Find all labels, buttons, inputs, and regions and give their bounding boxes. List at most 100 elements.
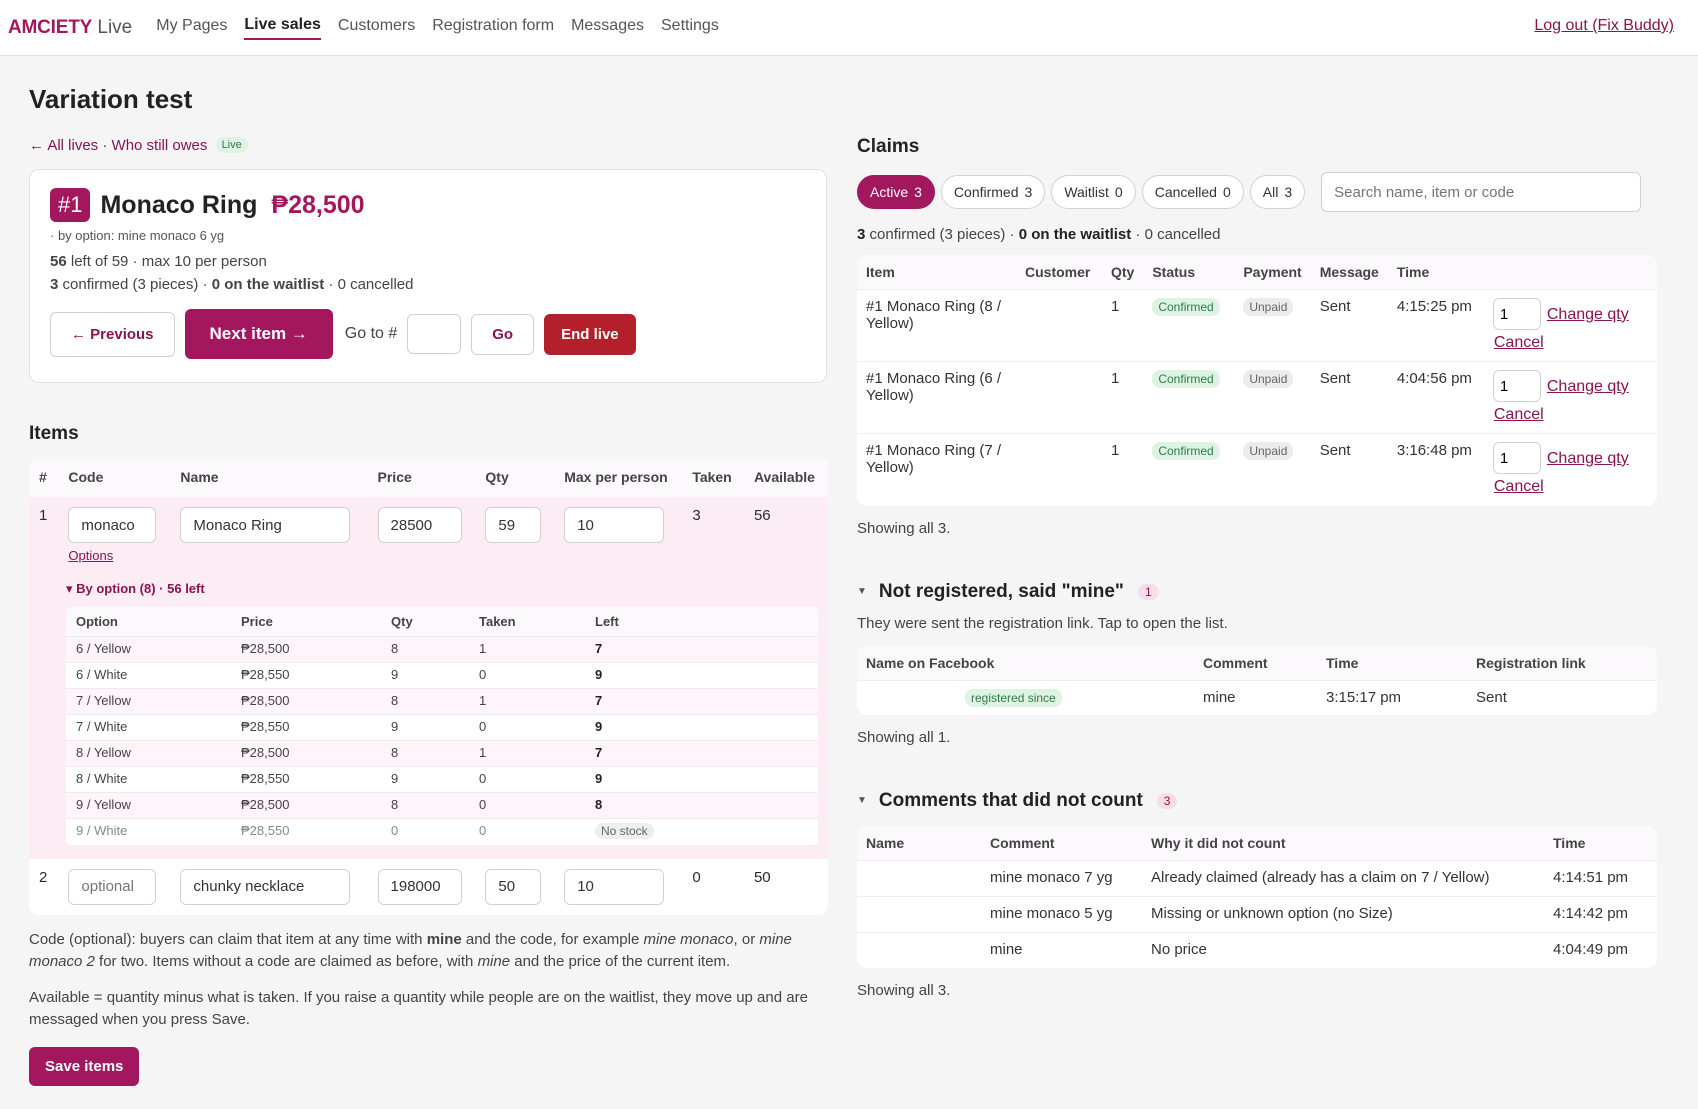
claims-filters: Active 3 Confirmed 3 Waitlist 0 Cancelled 0 … [857,172,1657,212]
claim-qty-input[interactable] [1492,298,1541,330]
by-option-note: · by option: mine monaco 6 yg [50,228,225,243]
filter-waitlist[interactable]: Waitlist 0 [1051,175,1136,209]
filter-active[interactable]: Active 3 [857,175,935,209]
variant-price: ₱28,550 [231,766,381,793]
nav-live-sales[interactable]: Live sales [244,16,321,40]
row-num: 1 [39,507,48,524]
help-text: mine [426,930,462,948]
claim-message: Sent [1310,289,1388,362]
goto-input[interactable] [407,314,462,354]
all-lives-link[interactable]: ← All lives [29,137,99,154]
brand-logo[interactable]: AMCIETY Live [8,17,132,39]
qty-input[interactable] [485,868,542,905]
help-text: Code (optional): buyers can claim that i… [29,930,427,948]
col-price: Price [367,457,476,497]
current-item-price: ₱28,500 [271,190,365,219]
col-qty: Qty [475,457,555,497]
go-button[interactable]: Go [471,313,535,355]
nav-settings[interactable]: Settings [661,16,719,34]
help-text: mine [477,952,511,970]
not-registered-header[interactable]: ▼ Not registered, said "mine" 1 [857,581,1657,603]
not-counted-showing: Showing all 3. [857,982,951,999]
items-heading: Items [29,423,79,444]
cancel-claim-link[interactable]: Cancel [1493,334,1544,351]
help-text: mine monaco [643,930,734,948]
name-input[interactable] [180,868,351,905]
variant-option: 6 / Yellow [66,636,231,663]
claim-qty-input[interactable] [1492,442,1541,474]
variant-left: 7 [585,636,818,663]
table-row: mine monaco 7 yg Already claimed (already… [857,860,1657,897]
claim-item: #1 Monaco Ring (8 / Yellow) [857,289,1016,362]
filter-label: Confirmed [953,184,1019,200]
change-qty-link[interactable]: Change qty [1546,449,1629,467]
logout-link[interactable]: Log out (Fix Buddy) [1534,17,1674,34]
time-cell: 3:15:17 pm [1326,688,1402,706]
nav-registration-form[interactable]: Registration form [432,16,555,34]
summary-waitlist: 0 on the waitlist [1018,226,1132,243]
help-text: for two. Items without a code are claime… [94,952,478,970]
filter-label: Cancelled [1154,184,1217,200]
options-link[interactable]: Options [68,548,114,563]
left-column: Variation test ← All lives · Who still o… [29,56,828,1086]
variant-taken: 1 [469,740,585,767]
cancel-claim-link[interactable]: Cancel [1493,478,1544,495]
not-counted-time: 4:04:49 pm [1553,940,1629,958]
change-qty-link[interactable]: Change qty [1546,305,1629,323]
next-item-button[interactable]: Next item → [184,309,333,359]
variant-qty: 8 [381,792,469,819]
not-counted-comment: mine [990,940,1023,958]
filter-confirmed[interactable]: Confirmed 3 [940,175,1046,209]
who-still-owes-link[interactable]: Who still owes [111,137,208,154]
name-input[interactable] [180,507,351,543]
claim-qty-input[interactable] [1492,370,1541,402]
change-qty-link[interactable]: Change qty [1546,377,1629,395]
variant-taken: 1 [469,688,585,715]
claim-time: 3:16:48 pm [1396,442,1472,459]
col-available: Available [743,457,828,497]
variants-toggle[interactable]: ▾ By option (8) · 56 left [66,581,205,596]
variant-price: ₱28,550 [231,662,381,689]
table-row: mine monaco 5 yg Missing or unknown optio… [857,896,1657,933]
price-input[interactable] [377,507,462,543]
claims-summary-line: 3 confirmed (3 pieces) · 0 on the waitli… [50,276,806,293]
claims-search-input[interactable] [1321,172,1642,212]
filter-cancelled[interactable]: Cancelled 0 [1141,175,1244,209]
nav-customers[interactable]: Customers [337,16,416,34]
claim-payment: Unpaid [1234,434,1310,506]
previous-button[interactable]: ← Previous [50,311,175,357]
variant-taken: 0 [469,714,585,741]
price-input[interactable] [377,868,462,905]
cancel-claim-link[interactable]: Cancel [1493,406,1544,423]
filter-label: All [1262,184,1279,200]
save-items-button[interactable]: Save items [29,1046,140,1086]
stock-line: 56 left of 59 · max 10 per person [50,253,806,270]
claim-customer [1016,361,1102,434]
col-qty: Qty [1102,255,1144,290]
qty-input[interactable] [485,507,542,543]
summary-text: confirmed (3 pieces) · [865,226,1019,243]
max-input[interactable] [564,868,665,905]
taken-value: 0 [692,868,701,886]
col-code: Code [58,457,171,497]
help-text: and the price of the current item. [510,952,731,970]
nav-messages[interactable]: Messages [571,16,644,34]
max-input[interactable] [564,507,665,543]
end-live-button[interactable]: End live [544,313,636,355]
help-text: mine monaco 2 [29,930,792,970]
payment-badge: Unpaid [1243,442,1294,460]
code-input[interactable] [68,868,157,905]
not-counted-comment: mine monaco 7 yg [981,860,1142,897]
variant-qty: 8 [381,740,469,767]
not-counted-header[interactable]: ▼ Comments that did not count 3 [857,790,1657,812]
col-comment: Comment [981,825,1142,861]
col-payment: Payment [1234,255,1311,290]
not-counted-why: Missing or unknown option (no Size) [1142,896,1544,933]
crumb-separator: · [98,137,112,154]
filter-all[interactable]: All 3 [1249,175,1306,209]
code-input[interactable] [68,507,157,543]
var-col-price: Price [231,607,381,637]
var-col-qty: Qty [381,607,469,637]
nav-my-pages[interactable]: My Pages [156,16,228,34]
variant-qty: 9 [381,766,469,793]
